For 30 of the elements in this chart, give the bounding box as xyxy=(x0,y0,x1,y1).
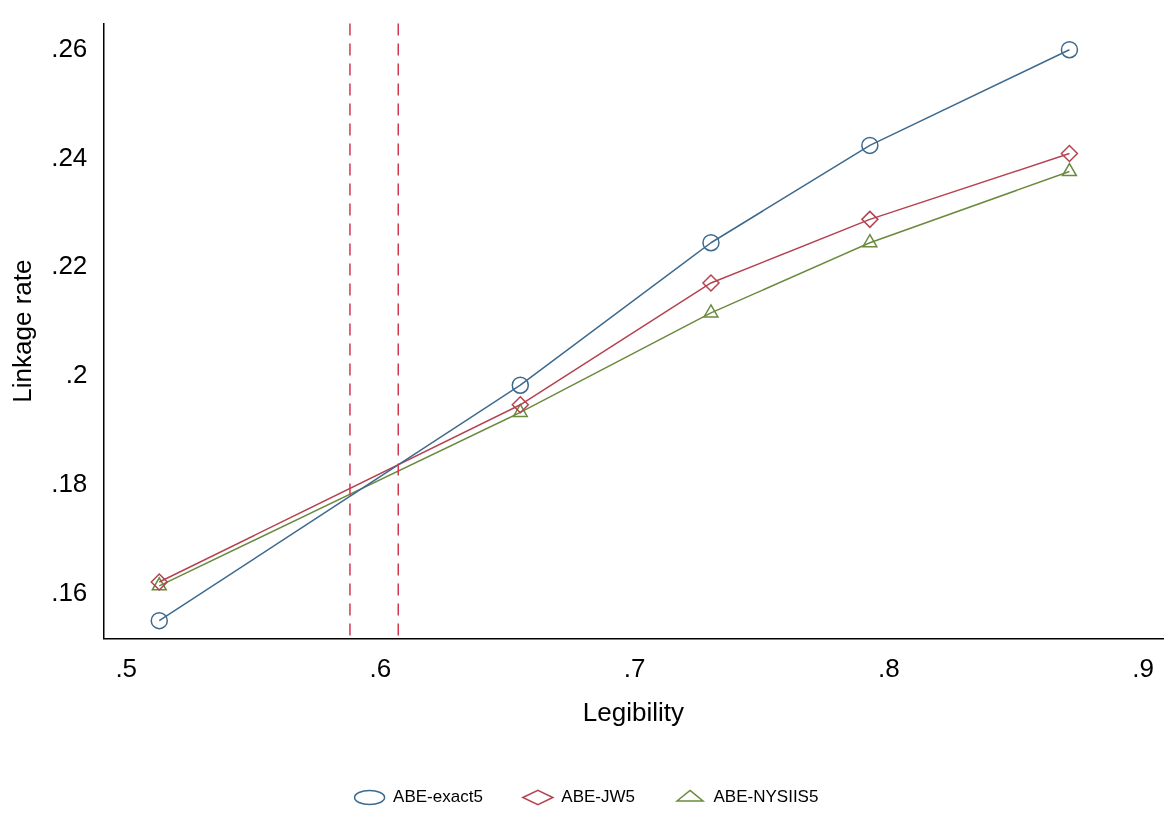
point xyxy=(151,577,167,591)
x-tick-label: .6 xyxy=(369,653,392,684)
legend-label: ABE-JW5 xyxy=(561,787,636,807)
y-tick-label: .16 xyxy=(51,576,88,607)
y-tick-label: .18 xyxy=(51,467,88,498)
y-tick-label: .2 xyxy=(65,359,88,390)
point xyxy=(1060,144,1079,163)
y-tick-label: .22 xyxy=(51,250,88,281)
point xyxy=(1061,162,1078,177)
point xyxy=(702,274,720,292)
point xyxy=(511,396,530,414)
point xyxy=(512,403,528,418)
legend-label: ABE-NYSIIS5 xyxy=(713,787,819,807)
point xyxy=(1060,40,1079,59)
point xyxy=(861,210,879,229)
point xyxy=(702,233,720,252)
y-axis-title: Linkage rate xyxy=(6,259,37,403)
x-axis-title: Legibility xyxy=(582,696,685,727)
legend-label: ABE-exact5 xyxy=(393,787,483,807)
point xyxy=(861,136,879,155)
x-tick-label: .7 xyxy=(623,653,646,684)
x-tick-label: .8 xyxy=(878,653,900,684)
point xyxy=(511,376,530,394)
point xyxy=(150,611,169,630)
point xyxy=(862,233,878,248)
x-tick-label: .5 xyxy=(115,653,138,684)
point xyxy=(703,304,719,318)
x-tick-label: .9 xyxy=(1132,653,1155,684)
y-tick-label: .26 xyxy=(51,32,88,63)
y-tick-label: .24 xyxy=(51,141,88,172)
